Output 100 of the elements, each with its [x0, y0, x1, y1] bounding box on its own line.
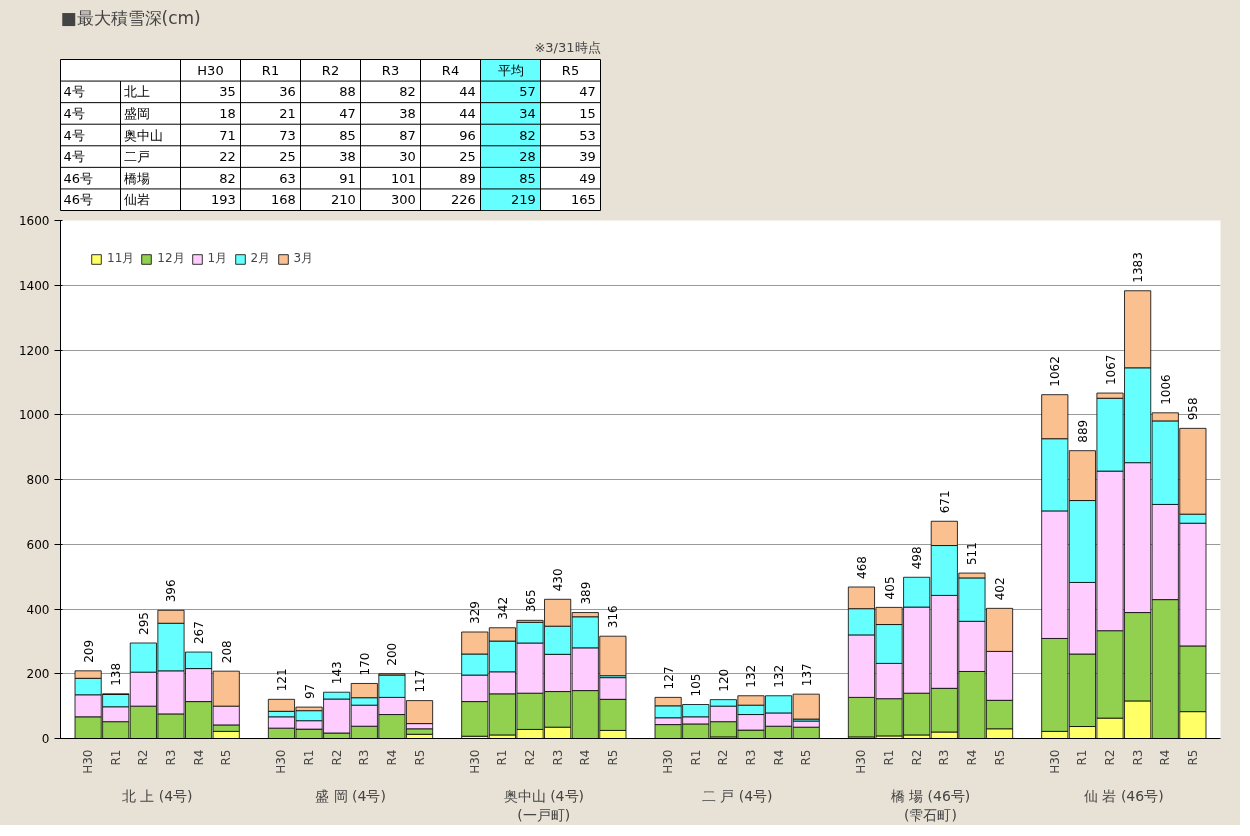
total-label: 1067 [1103, 354, 1118, 386]
x-tick-label: H30 [854, 749, 869, 774]
data-label: 25 [459, 149, 476, 165]
y-tick-label: 200 [26, 667, 50, 682]
x-tick-label: R3 [743, 749, 758, 766]
x-tick-label: R1 [108, 749, 123, 766]
x-tick-label: R4 [191, 749, 206, 766]
data-label: 82 [399, 84, 416, 100]
data-label: 300 [390, 192, 416, 208]
total-label: 1062 [1048, 356, 1063, 387]
y-tick-label: 46号 [63, 192, 94, 208]
total-label: 316 [606, 605, 621, 629]
x-tick-label: R2 [716, 749, 731, 766]
x-tick-label: H30 [274, 749, 289, 774]
data-label: 71 [219, 127, 236, 143]
y-tick-label: 46号 [63, 170, 94, 186]
x-tick-label: R4 [1158, 749, 1173, 766]
y2-tick-label: 北上 [123, 84, 150, 100]
total-label: 402 [993, 577, 1008, 601]
data-label: 226 [450, 192, 476, 208]
x-tick-label: 平均 [497, 62, 524, 78]
data-label: 36 [279, 84, 296, 100]
data-label: 47 [579, 84, 596, 100]
data-label: 87 [399, 127, 416, 143]
data-label: 25 [279, 149, 296, 165]
x-tick-label: R2 [321, 62, 340, 78]
total-label: 208 [219, 640, 234, 664]
x-tick-label: H30 [661, 749, 676, 774]
total-label: 267 [192, 621, 207, 645]
x-tick-label: R5 [992, 749, 1007, 766]
x-tick-label: R4 [441, 62, 460, 78]
y-tick-label: 4号 [63, 127, 85, 143]
data-label: 34 [519, 105, 536, 121]
data-label: 82 [219, 170, 236, 186]
y-tick-label: 600 [26, 537, 50, 552]
data-label: 35 [219, 84, 236, 100]
data-label: 88 [339, 84, 356, 100]
data-label: 18 [219, 105, 236, 121]
x-tick-label: H30 [81, 749, 96, 774]
legend-label: 3月 [293, 250, 314, 267]
y-tick-label: 4号 [63, 84, 85, 100]
x-tick-label: H30 [1047, 749, 1062, 774]
y2-tick-label: 二戸 [123, 149, 150, 165]
x-tick-label: R2 [136, 749, 151, 766]
data-label: 210 [330, 192, 356, 208]
y-tick-label: 0 [41, 732, 50, 746]
text: 二 戸 (4号) [701, 787, 773, 804]
x-tick-label: R5 [1185, 749, 1200, 766]
y-tick-label: 1200 [18, 343, 50, 358]
total-label: 396 [164, 579, 179, 603]
total-label: 121 [274, 668, 289, 692]
x-tick-label: R1 [1075, 749, 1090, 766]
data-label: 73 [279, 127, 296, 143]
total-label: 117 [413, 669, 428, 693]
y2-tick-label: 橋場 [123, 170, 150, 186]
data-label: 44 [459, 84, 476, 100]
data-label: 82 [519, 127, 536, 143]
data-label: 15 [579, 105, 596, 121]
total-label: 97 [302, 683, 317, 700]
x-tick-label: R5 [605, 749, 620, 766]
y-tick-label: 4号 [63, 149, 85, 165]
data-label: 165 [570, 192, 596, 208]
total-label: 137 [799, 663, 814, 687]
legend-label: 12月 [157, 250, 185, 267]
total-label: 1006 [1158, 374, 1173, 405]
data-label: 219 [510, 192, 536, 208]
y-tick-label: 400 [26, 602, 50, 617]
x-tick-label: R3 [163, 749, 178, 766]
total-label: 105 [689, 673, 704, 697]
data-label: 28 [519, 149, 536, 165]
total-label: 209 [81, 639, 96, 663]
y-tick-label: 800 [26, 473, 50, 487]
data-label: 101 [390, 170, 416, 186]
y-tick-label: 1400 [18, 278, 50, 293]
total-label: 127 [661, 666, 676, 690]
x-tick-label: R1 [495, 749, 510, 766]
total-label: 468 [854, 556, 869, 579]
text: 北 上 (4号) [121, 787, 193, 804]
text: 仙 岩 (46号) [1084, 787, 1164, 804]
x-tick-label: R4 [964, 749, 979, 766]
data-label: 63 [279, 170, 296, 186]
text: 奥中山 (4号) (一戸町) [503, 787, 584, 823]
data-label: 22 [219, 149, 236, 165]
total-label: 138 [109, 662, 124, 686]
total-label: 1383 [1131, 252, 1146, 283]
data-label: 57 [519, 84, 536, 100]
x-tick-label: R5 [799, 749, 814, 766]
x-tick-label: R4 [771, 749, 786, 766]
y-tick-label: 4号 [63, 105, 85, 121]
data-label: 85 [339, 127, 356, 143]
total-label: 170 [357, 652, 372, 676]
y2-tick-label: 奥中山 [123, 127, 163, 143]
data-label: 38 [399, 105, 416, 121]
x-tick-label: R3 [357, 749, 372, 766]
x-tick-label: R2 [523, 749, 538, 766]
data-label: 168 [270, 192, 296, 208]
y-tick-label: 1000 [18, 408, 50, 423]
total-label: 430 [551, 568, 566, 592]
x-tick-label: R3 [937, 749, 952, 766]
text: ※3/31時点 [534, 39, 601, 55]
